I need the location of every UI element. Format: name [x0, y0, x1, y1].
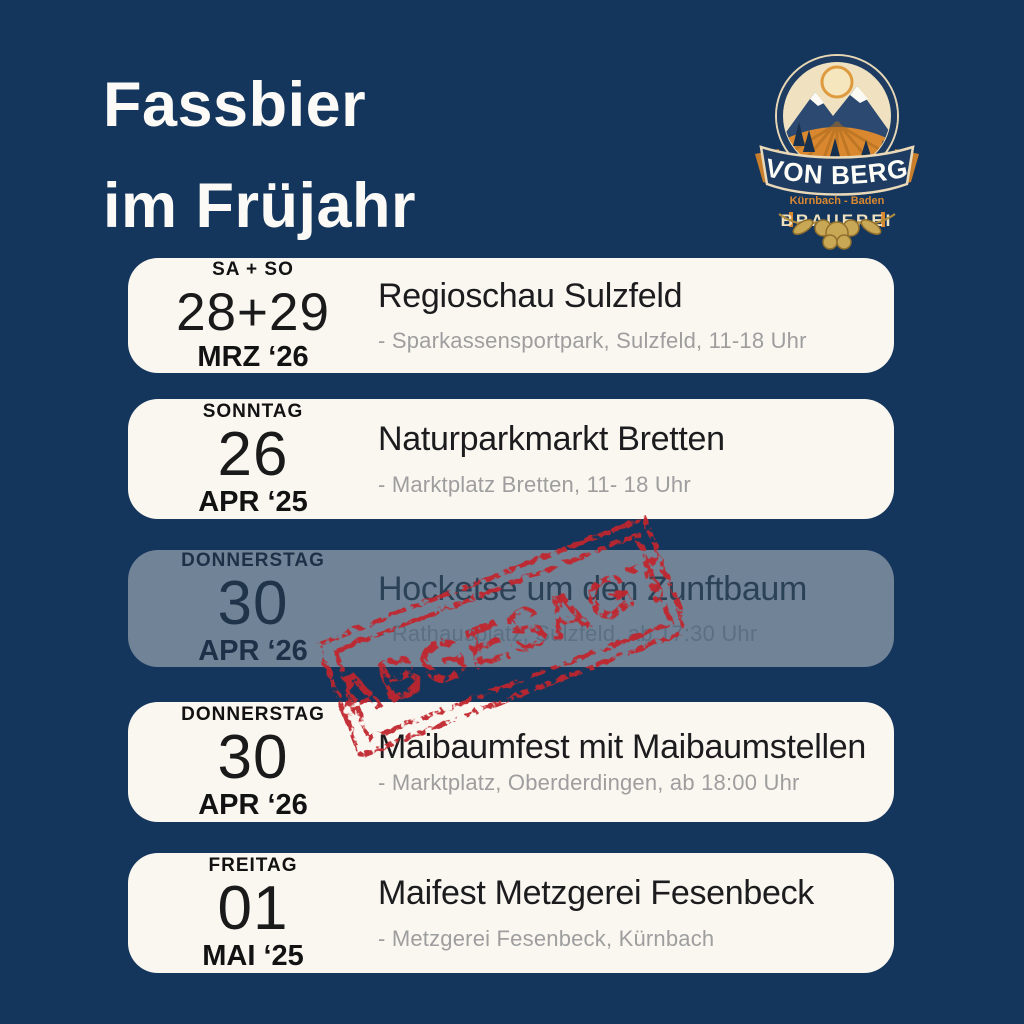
event-day: SA + SO [212, 258, 294, 280]
event-card: SA + SO 28+29 MRZ ‘26 Regioschau Sulzfel… [128, 258, 894, 373]
event-title: Maibaumfest mit Maibaumstellen [378, 728, 866, 767]
hops-icon [778, 213, 896, 250]
page-title: Fassbier im Früjahr [103, 55, 416, 257]
event-date: 30 [217, 569, 289, 638]
ribbon-banner: VON BERG [755, 145, 919, 196]
event-day: DONNERSTAG [181, 550, 325, 571]
event-date-block: SONNTAG 26 APR ‘25 [128, 402, 378, 517]
event-date: 01 [217, 873, 289, 943]
event-title: Maifest Metzgerei Fesenbeck [378, 874, 814, 913]
event-info: Naturparkmarkt Bretten - Marktplatz Bret… [378, 420, 894, 498]
event-date-block: SA + SO 28+29 MRZ ‘26 [128, 260, 378, 372]
event-detail: - Rathausplatz, Sulzfeld, ab 17:30 Uhr [378, 621, 758, 647]
event-detail: - Marktplatz Bretten, 11- 18 Uhr [378, 471, 691, 497]
brewery-logo-icon: VON BERG Kürnbach - Baden BRAUEREI [755, 54, 919, 250]
event-title: Naturparkmarkt Bretten [378, 420, 725, 459]
event-month: APR ‘25 [198, 485, 308, 518]
event-card: SONNTAG 26 APR ‘25 Naturparkmarkt Brette… [128, 399, 894, 519]
event-info: Hocketse um den Zunftbaum - Rathausplatz… [378, 570, 894, 648]
event-date: 30 [217, 722, 289, 792]
event-info: Regioschau Sulzfeld - Sparkassensportpar… [378, 277, 894, 355]
page-title-line1: Fassbier [103, 70, 367, 140]
event-month: APR ‘26 [198, 788, 308, 821]
event-title: Hocketse um den Zunftbaum [378, 569, 808, 608]
event-title: Regioschau Sulzfeld [378, 276, 683, 315]
logo-right-bar [881, 212, 885, 227]
event-card-cancelled: DONNERSTAG 30 APR ‘26 Hocketse um den Zu… [128, 550, 894, 667]
page-title-line2: im Früjahr [103, 171, 417, 241]
event-day: SONNTAG [202, 400, 304, 422]
logo-left-bar [789, 212, 793, 227]
event-info: Maifest Metzgerei Fesenbeck - Metzgerei … [378, 874, 894, 952]
stamp-outer-border [312, 514, 690, 758]
event-date-block: DONNERSTAG 30 APR ‘26 [128, 551, 378, 666]
event-month: MAI ‘25 [202, 939, 304, 972]
sun-icon [820, 65, 854, 99]
event-card: FREITAG 01 MAI ‘25 Maifest Metzgerei Fes… [128, 853, 894, 973]
event-date: 26 [217, 419, 289, 489]
event-date: 28+29 [176, 282, 330, 342]
event-date-block: FREITAG 01 MAI ‘25 [128, 856, 378, 971]
event-day: DONNERSTAG [181, 703, 325, 725]
event-day: FREITAG [208, 854, 298, 876]
event-detail: - Sparkassensportpark, Sulzfeld, 11-18 U… [378, 328, 807, 354]
event-card: DONNERSTAG 30 APR ‘26 Maibaumfest mit Ma… [128, 702, 894, 822]
logo-location: Kürnbach - Baden [790, 195, 885, 207]
event-month: MRZ ‘26 [197, 340, 309, 373]
mountain-scene-icon [784, 63, 890, 169]
event-date-block: DONNERSTAG 30 APR ‘26 [128, 705, 378, 820]
event-detail: - Metzgerei Fesenbeck, Kürnbach [378, 925, 715, 951]
stamp-inner-border [329, 530, 673, 742]
event-info: Maibaumfest mit Maibaumstellen - Marktpl… [378, 728, 894, 796]
event-month: APR ‘26 [198, 635, 308, 667]
event-detail: - Marktplatz, Oberderdingen, ab 18:00 Uh… [378, 769, 800, 795]
